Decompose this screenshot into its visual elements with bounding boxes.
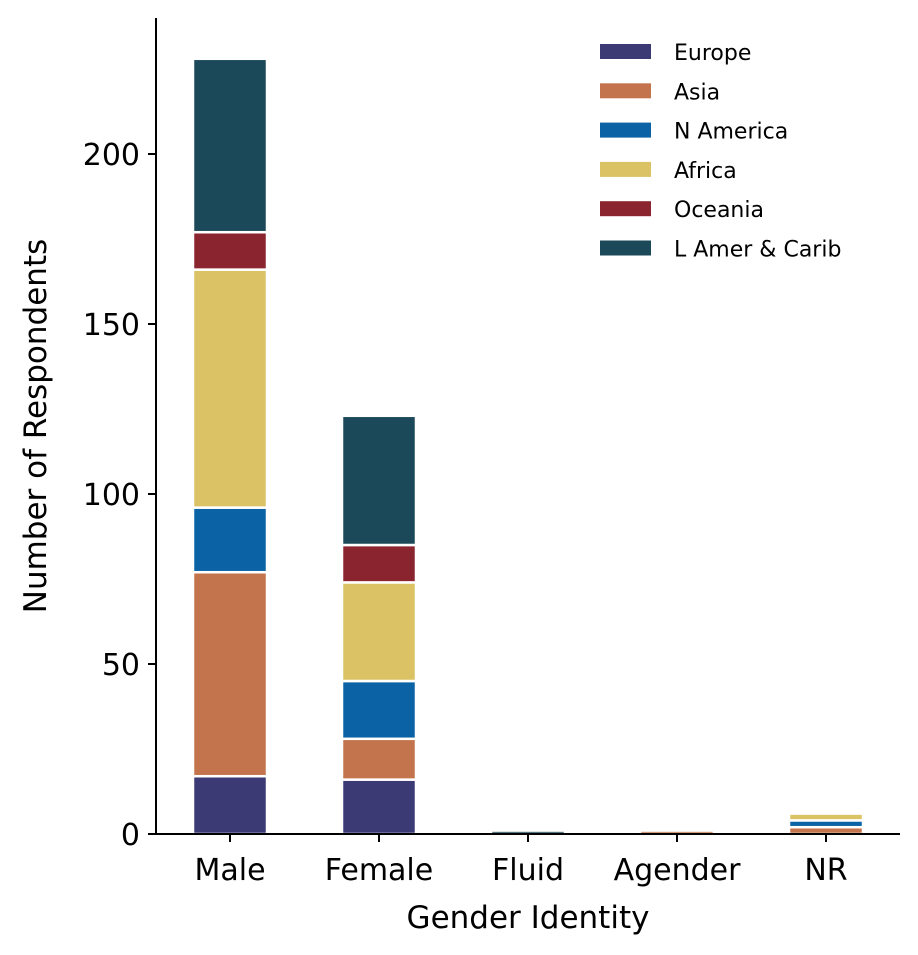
x-axis-title: Gender Identity [407, 900, 650, 936]
y-tick-label: 0 [121, 818, 140, 853]
x-ticks-group: Male Female Fluid Agender NR [194, 834, 848, 888]
bar-male-africa [191, 268, 269, 509]
legend-label: N America [674, 120, 788, 145]
bar-male-l-amer-carib [191, 57, 269, 234]
x-tick-label: Fluid [492, 853, 564, 888]
x-tick-label: Female [325, 853, 433, 888]
legend-swatch [600, 240, 651, 256]
legend-swatch [600, 122, 651, 138]
bars-group [191, 57, 865, 836]
bar-female-asia [340, 737, 418, 781]
legend-label: Europe [674, 41, 751, 66]
y-tick-label: 150 [83, 308, 140, 343]
legend-label: L Amer & Carib [674, 238, 841, 263]
bar-male-europe [191, 774, 269, 836]
x-tick-label: Agender [614, 853, 742, 888]
legend-swatch [600, 44, 651, 59]
legend-label: Asia [674, 80, 720, 105]
bar-male-oceania [191, 230, 269, 271]
bar-female-n-america [340, 679, 418, 741]
bar-male-n-america [191, 506, 269, 574]
y-tick-label: 200 [83, 138, 140, 173]
y-ticks-group: 0 50 100 150 200 [83, 138, 156, 853]
bar-female-europe [340, 778, 418, 836]
legend: Europe Asia N America Africa Oceania L Amer &… [600, 41, 841, 263]
legend-label: Oceania [674, 198, 764, 223]
bar-nr-africa [787, 812, 865, 822]
legend-swatch [600, 161, 651, 177]
x-tick-label: Male [194, 853, 265, 888]
bar-female-oceania [340, 543, 418, 584]
y-axis-title: Number of Respondents [18, 239, 54, 613]
bar-male-asia [191, 570, 269, 778]
y-tick-label: 100 [83, 478, 140, 513]
y-tick-label: 50 [102, 648, 140, 683]
legend-swatch [600, 83, 651, 99]
legend-swatch [600, 201, 651, 217]
bar-female-l-amer-carib [340, 414, 418, 547]
bar-female-africa [340, 581, 418, 683]
x-tick-label: NR [804, 853, 847, 888]
legend-label: Africa [674, 159, 737, 184]
